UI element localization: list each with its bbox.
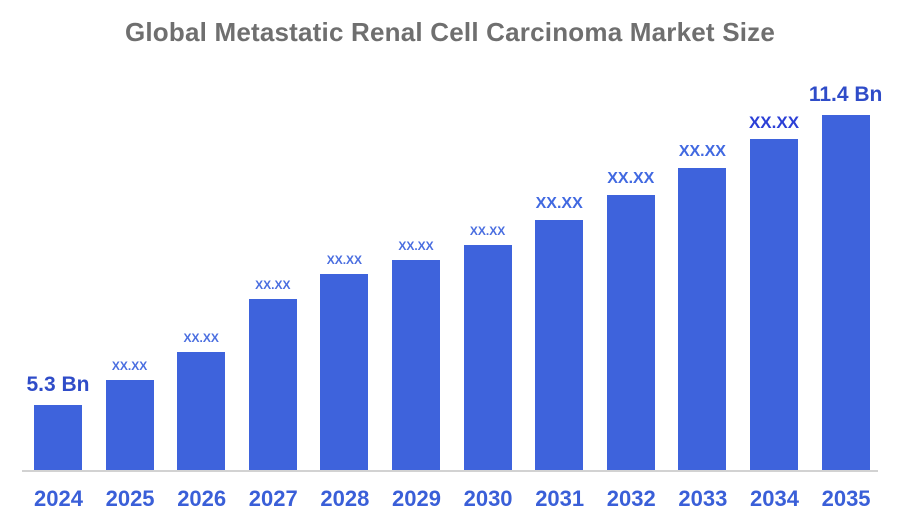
x-axis-tick-label-2034: 2034 — [750, 486, 799, 511]
chart-title: Global Metastatic Renal Cell Carcinoma M… — [124, 17, 776, 47]
bar-2034 — [750, 139, 798, 470]
x-axis-tick-label-2025: 2025 — [105, 486, 155, 511]
x-axis-tick-label-2026: 2026 — [177, 486, 227, 511]
bar-2026 — [177, 352, 226, 470]
bar-column-2027: XX.XX — [248, 278, 297, 470]
bar-2030 — [463, 245, 512, 470]
bar-column-2025: XX.XX — [105, 359, 154, 470]
bar-2029 — [392, 260, 440, 470]
bar-column-2034: XX.XX — [748, 113, 800, 470]
bar-column-2033: XX.XX — [678, 143, 727, 470]
x-axis-tick-label-2033: 2033 — [678, 486, 728, 511]
x-axis-line — [22, 470, 878, 472]
bar-column-2032: XX.XX — [606, 170, 655, 470]
bar-2027 — [248, 299, 297, 470]
bar-value-label-2032: XX.XX — [607, 170, 655, 187]
x-axis-tick-label-2032: 2032 — [606, 486, 656, 511]
bar-value-label-2026: XX.XX — [183, 331, 219, 345]
bar-value-label-2027: XX.XX — [255, 278, 291, 292]
bar-2033 — [678, 168, 727, 470]
bar-column-2029: XX.XX — [392, 240, 440, 470]
bar-column-2024: 5.3 Bn — [26, 374, 90, 470]
x-axis-tick-label-2031: 2031 — [535, 486, 585, 511]
x-axis-tick-label-2029: 2029 — [392, 486, 441, 511]
bar-column-2031: XX.XX — [535, 195, 584, 470]
bar-value-label-2033: XX.XX — [678, 143, 726, 160]
bar-value-label-2034: XX.XX — [748, 113, 800, 132]
bar-2024 — [34, 405, 82, 470]
x-axis-tick-label-2030: 2030 — [463, 486, 513, 511]
bar-column-2028: XX.XX — [320, 253, 369, 470]
bar-value-label-2029: XX.XX — [398, 239, 434, 253]
x-axis-tick-label-2024: 2024 — [34, 486, 83, 511]
bar-2028 — [320, 274, 369, 470]
bar-value-label-2028: XX.XX — [326, 253, 363, 267]
bar-2032 — [606, 195, 655, 470]
bar-value-label-2035: 11.4 Bn — [808, 83, 883, 106]
bar-column-2035: 11.4 Bn — [809, 84, 882, 470]
bar-2035 — [821, 115, 870, 470]
bar-2031 — [535, 220, 584, 470]
x-axis-tick-label-2035: 2035 — [821, 486, 871, 511]
x-axis-tick-label-2027: 2027 — [248, 486, 298, 511]
bar-value-label-2031: XX.XX — [535, 195, 583, 212]
bar-column-2030: XX.XX — [463, 224, 512, 470]
x-axis-tick-label-2028: 2028 — [320, 486, 370, 511]
bar-2025 — [105, 380, 154, 470]
bar-value-label-2024: 5.3 Bn — [26, 373, 90, 396]
bar-value-label-2030: XX.XX — [469, 224, 506, 238]
bar-value-label-2025: XX.XX — [111, 359, 148, 373]
bar-column-2026: XX.XX — [177, 331, 226, 470]
